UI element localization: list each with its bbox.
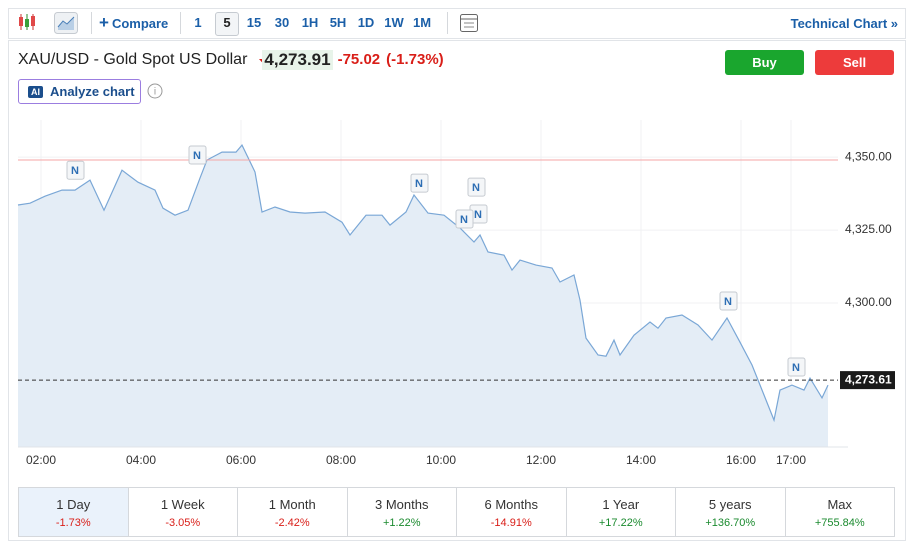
timeframe-button[interactable]: 15 <box>246 15 262 30</box>
period-table: 1 Day -1.73% 1 Week -3.05% 1 Month -2.42% 3 Mo… <box>18 487 895 537</box>
news-marker <box>188 145 207 165</box>
period-label: 1 Year <box>602 497 640 512</box>
period-cell[interactable]: Max +755.84% <box>786 488 895 536</box>
news-marker-label: N <box>474 209 482 221</box>
period-change: +755.84% <box>814 517 865 529</box>
y-tick-label: 4,300.00 <box>845 295 892 309</box>
candle-icon[interactable] <box>19 14 35 30</box>
news-marker <box>787 357 806 377</box>
x-tick-label: 04:00 <box>126 453 156 467</box>
timeframe-button[interactable]: 1 <box>194 15 202 30</box>
technical-chart-label: Technical Chart » <box>790 15 898 31</box>
separator <box>447 12 448 34</box>
x-tick-label: 08:00 <box>326 453 356 467</box>
timeframe-button[interactable]: 30 <box>274 15 290 30</box>
news-marker <box>455 209 474 229</box>
period-cell[interactable]: 1 Month -2.42% <box>238 488 348 536</box>
period-label: 1 Month <box>268 497 316 512</box>
news-marker-label: N <box>71 165 79 177</box>
period-cell[interactable]: 5 years +136.70% <box>676 488 786 536</box>
period-change: -1.73% <box>55 517 91 529</box>
x-tick-label: 10:00 <box>426 453 456 467</box>
price-change-percent: (-1.73%) <box>386 51 444 68</box>
area-fill <box>18 145 828 447</box>
quote-header: XAU/USD - Gold Spot US Dollar 4,273.91 -… <box>18 50 444 70</box>
price-change: -75.02 <box>337 51 381 68</box>
x-tick-label: 12:00 <box>526 453 556 467</box>
separator <box>180 12 181 34</box>
timeframe-button[interactable]: 5 <box>215 12 239 36</box>
period-change: -2.42% <box>274 517 310 529</box>
buy-button[interactable]: Buy <box>725 50 804 75</box>
period-cell[interactable]: 6 Months -14.91% <box>457 488 567 536</box>
x-tick-label: 06:00 <box>226 453 256 467</box>
separator <box>91 12 92 34</box>
info-icon-glyph: i <box>154 87 156 98</box>
period-label: 1 Week <box>160 497 205 512</box>
period-change: +17.22% <box>598 517 643 529</box>
layout-icon[interactable] <box>460 14 478 32</box>
x-tick-label: 02:00 <box>26 453 56 467</box>
period-change: +1.22% <box>382 517 421 529</box>
period-cell[interactable]: 1 Week -3.05% <box>129 488 238 536</box>
period-cell[interactable]: 1 Year +17.22% <box>567 488 676 536</box>
period-cell[interactable]: 1 Day -1.73% <box>19 488 129 536</box>
news-marker-label: N <box>792 362 800 374</box>
ai-badge: AI <box>28 85 43 98</box>
analyze-chart-button[interactable]: AI Analyze chart <box>18 79 141 104</box>
news-marker <box>66 160 85 180</box>
news-marker-label: N <box>724 296 732 308</box>
area-icon[interactable] <box>54 12 78 34</box>
period-change: +136.70% <box>705 517 756 529</box>
news-marker-label: N <box>472 182 480 194</box>
plus-icon: + <box>99 13 109 32</box>
instrument-name: XAU/USD - Gold Spot US Dollar <box>18 51 248 68</box>
price: 4,273.91 <box>262 50 333 70</box>
news-marker <box>410 173 429 193</box>
timeframe-button[interactable]: 5H <box>329 15 347 30</box>
toolbar-frame <box>8 8 906 39</box>
news-marker-label: N <box>415 178 423 190</box>
period-label: 3 Months <box>375 497 429 512</box>
period-label: 1 Day <box>56 497 91 512</box>
info-icon[interactable] <box>147 83 163 99</box>
news-marker-label: N <box>460 214 468 226</box>
news-marker <box>467 177 486 197</box>
technical-chart-link[interactable]: Technical Chart » <box>791 8 898 38</box>
news-marker-label: N <box>193 150 201 162</box>
compare-label: Compare <box>111 15 169 31</box>
period-change: -3.05% <box>165 517 201 529</box>
timeframe-button[interactable]: 1D <box>357 15 375 30</box>
last-price-box <box>840 371 895 390</box>
y-tick-label: 4,350.00 <box>845 149 892 163</box>
compare-button[interactable]: + Compare <box>99 8 168 38</box>
news-marker <box>719 291 738 311</box>
analyze-chart-label: Analyze chart <box>50 84 135 99</box>
period-label: Max <box>827 497 853 512</box>
timeframe-button[interactable]: 1W <box>384 15 404 30</box>
timeframe-button[interactable]: 1H <box>301 15 319 30</box>
x-tick-label: 16:00 <box>726 453 756 467</box>
card-frame <box>8 40 906 541</box>
timeframe-button[interactable]: 1M <box>412 15 432 30</box>
last-price-label: 4,273.61 <box>845 372 892 386</box>
period-change: -14.91% <box>490 517 532 529</box>
period-cell[interactable]: 3 Months +1.22% <box>348 488 457 536</box>
period-label: 5 years <box>708 497 752 512</box>
sell-button[interactable]: Sell <box>815 50 894 75</box>
price-line <box>17 144 829 423</box>
y-tick-label: 4,325.00 <box>845 222 892 236</box>
period-label: 6 Months <box>484 497 538 512</box>
x-tick-label: 17:00 <box>776 453 806 467</box>
x-tick-label: 14:00 <box>626 453 656 467</box>
